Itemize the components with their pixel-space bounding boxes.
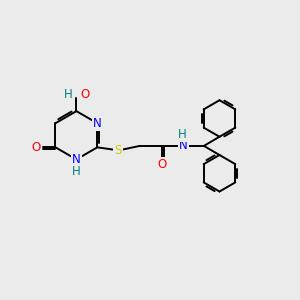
Text: N: N	[93, 117, 102, 130]
Text: O: O	[80, 88, 89, 101]
Text: H: H	[64, 88, 73, 101]
Text: O: O	[158, 158, 167, 171]
Text: O: O	[31, 141, 40, 154]
Text: H: H	[178, 128, 187, 141]
Text: N: N	[72, 153, 81, 166]
Text: N: N	[179, 140, 188, 152]
Text: H: H	[72, 165, 81, 178]
Text: S: S	[114, 144, 122, 157]
